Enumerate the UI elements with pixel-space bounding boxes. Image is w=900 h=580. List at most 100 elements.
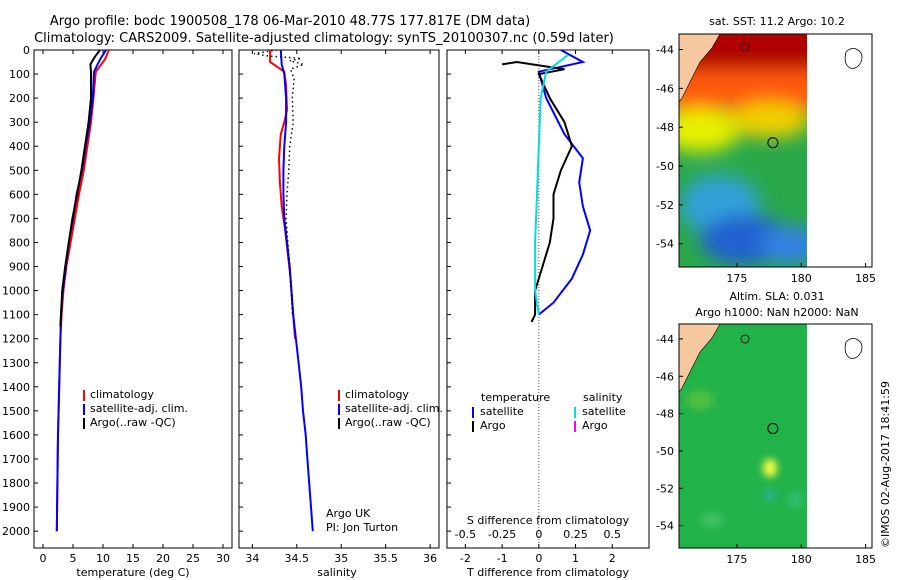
- timestamp: ©IMOS 02-Aug-2017 18:41:59: [879, 381, 892, 548]
- salinity-panel: 34 34.5 35 35.5 36 salinity climatologysatel…: [238, 49, 443, 579]
- y-tick-label: 900: [9, 261, 30, 274]
- x-tick-label: 34.5: [285, 552, 310, 565]
- salinity-annotation-line2: PI: Jon Turton: [326, 521, 398, 534]
- x-tick-label: -2: [460, 552, 471, 565]
- sla-chatham-marker: [740, 334, 750, 344]
- sla-argo-marker: [767, 423, 779, 434]
- y-tick-label: 400: [9, 140, 30, 153]
- difference-panel: -2 -1 0 1 2 -0.5 -0.25 0 0.25 0.5 S difference fr…: [446, 49, 650, 579]
- difference-legend: temperaturesatelliteArgosalinitysatellit…: [472, 391, 626, 432]
- x-tick-label: 0: [535, 552, 542, 565]
- y-tick-label: 1400: [2, 381, 30, 394]
- x-tick-label: 30: [216, 552, 230, 565]
- y-tick-label: 800: [9, 236, 30, 249]
- sla-map-title-line2: Argo h1000: NaN h2000: NaN: [695, 306, 858, 319]
- x-tick-label: 10: [96, 552, 110, 565]
- map-x-tick-label: 180: [791, 553, 812, 566]
- y-tick-label: 1100: [2, 309, 30, 322]
- x-tick-label: 15: [126, 552, 140, 565]
- y-tick-label: 0: [23, 44, 30, 57]
- x-tick-label: 25: [186, 552, 200, 565]
- y-tick-label: 1700: [2, 453, 30, 466]
- map-y-tick-label: -52: [656, 482, 674, 495]
- legend-label: salinity: [583, 391, 623, 404]
- x-tick-label: 2: [609, 552, 616, 565]
- difference-xlabel-top: S difference from climatology: [467, 514, 630, 527]
- map-x-tick-label: 175: [726, 272, 747, 285]
- sst-argo-marker: [767, 137, 779, 149]
- salinity-annotation-line1: Argo UK: [326, 507, 371, 520]
- x-tick-label: 34: [245, 552, 259, 565]
- difference-plot-frame: [446, 49, 650, 549]
- y-tick-label: 100: [9, 68, 30, 81]
- legend-label: satellite: [480, 405, 524, 418]
- s-diff-tick-label: -0.5: [455, 528, 476, 541]
- map-y-tick-label: -50: [656, 445, 674, 458]
- map-y-tick-label: -46: [656, 82, 674, 95]
- s-diff-tick-label: 0.5: [604, 528, 622, 541]
- series-line-argo-raw-qc-: [59, 50, 101, 327]
- legend-label: Argo(..raw -QC): [345, 416, 431, 429]
- map-x-tick-label: 185: [855, 553, 876, 566]
- map-y-tick-label: -48: [656, 408, 674, 421]
- sst-map-panel: sat. SST: 11.2 Argo: 10.2 175 180 185 -44 -4…: [656, 15, 876, 285]
- temperature-axis-ticks: 0 5 10 15 20 25 300100200300400500600700800900…: [2, 44, 230, 565]
- x-tick-label: 20: [156, 552, 170, 565]
- map-x-tick-label: 185: [855, 272, 876, 285]
- x-tick-label: 35: [334, 552, 348, 565]
- legend-label: temperature: [481, 391, 550, 404]
- difference-axis-ticks: -2 -1 0 1 2 -0.5 -0.25 0 0.25 0.5: [447, 49, 622, 565]
- y-tick-label: 300: [9, 116, 30, 129]
- s-diff-tick-label: 0: [535, 528, 542, 541]
- series-line-s-satellite: [534, 54, 569, 315]
- y-tick-label: 1800: [2, 477, 30, 490]
- legend-label: Argo: [582, 419, 608, 432]
- x-tick-label: 35.5: [373, 552, 398, 565]
- y-tick-label: 500: [9, 164, 30, 177]
- salinity-lines: [253, 50, 314, 532]
- salinity-axis-ticks: 34 34.5 35 35.5 36: [239, 49, 437, 565]
- y-tick-label: 600: [9, 188, 30, 201]
- map-y-tick-label: -54: [656, 238, 674, 251]
- map-x-tick-label: 180: [791, 272, 812, 285]
- legend-label: Argo(..raw -QC): [90, 416, 176, 429]
- sla-map-axis-ticks: 175 180 185 -44 -46 -48 -50 -52 -54: [656, 333, 876, 566]
- legend-label: climatology: [345, 388, 409, 401]
- y-tick-label: 1000: [2, 285, 30, 298]
- sla-map-title-line1: Altim. SLA: 0.031: [729, 290, 824, 303]
- series-line-climatology: [55, 50, 110, 532]
- y-tick-label: 1300: [2, 357, 30, 370]
- legend-label: satellite: [582, 405, 626, 418]
- difference-xlabel: T difference from climatology: [466, 566, 629, 579]
- y-tick-label: 1500: [2, 405, 30, 418]
- map-x-tick-label: 175: [726, 553, 747, 566]
- sla-island-outline: [844, 338, 863, 359]
- map-y-tick-label: -44: [656, 333, 674, 346]
- x-tick-label: 36: [423, 552, 437, 565]
- map-y-tick-label: -48: [656, 121, 674, 134]
- y-tick-label: 2000: [2, 525, 30, 538]
- map-y-tick-label: -46: [656, 370, 674, 383]
- sla-map-panel: Altim. SLA: 0.031 Argo h1000: NaN h2000:…: [656, 290, 876, 566]
- figure-title-line2: Climatology: CARS2009. Satellite-adjuste…: [34, 31, 614, 46]
- series-line-t-satellite: [537, 50, 592, 316]
- figure-title-line1: Argo profile: bodc 1900508_178 06-Mar-20…: [50, 14, 530, 29]
- salinity-xlabel: salinity: [317, 566, 357, 579]
- y-tick-label: 1200: [2, 333, 30, 346]
- map-y-tick-label: -44: [656, 44, 674, 57]
- sst-map-title: sat. SST: 11.2 Argo: 10.2: [709, 15, 845, 28]
- map-y-tick-label: -52: [656, 199, 674, 212]
- legend-label: Argo: [480, 419, 506, 432]
- sla-map-frame: [678, 323, 873, 549]
- legend-label: climatology: [90, 388, 154, 401]
- legend-label: satellite-adj. clim.: [345, 402, 443, 415]
- sst-island-outline: [844, 48, 863, 69]
- sst-map-axis-ticks: 175 180 185 -44 -46 -48 -50 -52 -54: [656, 44, 876, 285]
- sla-field: [679, 324, 807, 548]
- x-tick-label: 0: [40, 552, 47, 565]
- x-tick-label: 5: [70, 552, 77, 565]
- temperature-lines: [55, 50, 110, 532]
